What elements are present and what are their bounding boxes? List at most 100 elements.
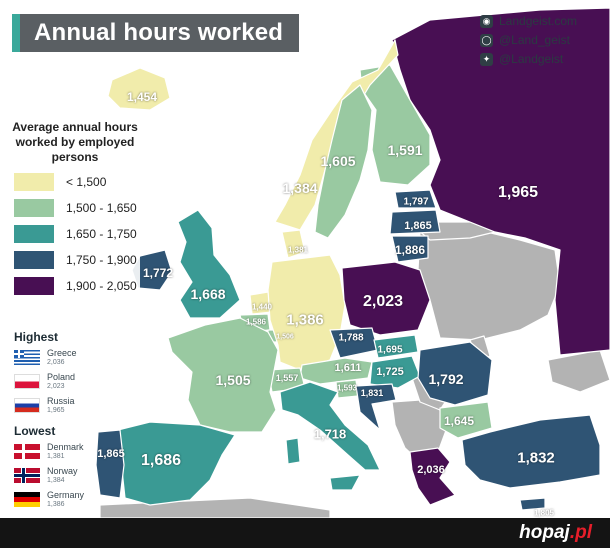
country-value-label: 1,505 [215,372,251,388]
highest-country-value: 2,036 [47,359,65,366]
country-finland [359,64,431,186]
legend-swatch [14,173,54,191]
instagram-icon: ◯ [480,33,493,47]
country-value-label: 1,792 [428,371,464,387]
highest-heading: Highest [14,330,59,344]
lowest-country-name: Denmark [47,442,84,452]
highest-item: Poland 2,023 [14,372,104,392]
country-france [167,317,279,433]
norway-flag-icon [14,468,40,483]
country-value-label: 1,886 [394,243,426,257]
legend-item: 1,900 - 2,050 [10,277,140,295]
country-value-label: 1,865 [97,448,125,460]
footer-brand: hopaj [519,522,570,543]
title-accent [12,14,20,52]
country-value-label: 1,725 [376,366,404,378]
lowest-country-value: 1,384 [47,477,65,484]
highest-lowest-panel: Highest Greece 2,036 Poland 2,023 Russia [14,328,104,514]
legend-swatch [14,199,54,217]
country-hungary [369,355,421,389]
country-value-label: 1,865 [404,220,432,232]
country-value-label: 1,965 [497,184,539,201]
social-links: ◉ Landgeist.com ◯ @Land_geist ✦ @Landgei… [480,12,577,69]
social-instagram-label: @Land_geist [499,33,570,47]
country-value-label: 1,381 [287,245,309,255]
country-lithuania [391,235,429,263]
country-ukraine [417,227,561,341]
country-value-label: 1,695 [377,344,403,356]
russia-flag-icon [14,398,40,413]
twitter-icon: ✦ [480,52,493,66]
country-italy [279,381,381,471]
europe-map [95,7,610,518]
legend-label: 1,900 - 2,050 [66,279,137,293]
lowest-item: Norway 1,384 [14,466,104,486]
social-twitter[interactable]: ✦ @Landgeist [480,50,577,68]
country-value-label: 1,645 [443,414,475,428]
country-caucasus [547,349,610,393]
country-value-label: 1,805 [533,508,555,518]
legend-swatch [14,251,54,269]
legend-item: < 1,500 [10,173,140,191]
country-sweden [314,84,373,239]
map-legend: Average annual hours worked by employed … [10,120,140,295]
country-value-label: 1,557 [275,373,299,383]
country-value-label: 1,440 [251,302,273,312]
country-value-label: 1,454 [126,90,158,104]
country-sicily [329,474,361,491]
lowest-country-value: 1,386 [47,501,65,508]
legend-item: 1,650 - 1,750 [10,225,140,243]
country-estonia [394,189,437,209]
country-bulgaria [439,401,493,439]
legend-label: 1,650 - 1,750 [66,227,137,241]
country-russia [391,7,610,356]
country-croatia [355,383,397,431]
lowest-country-value: 1,381 [47,453,65,460]
country-value-label: 1,831 [360,388,384,398]
country-denmark [281,229,306,259]
lowest-item: Germany 1,386 [14,490,104,510]
lowest-country-name: Norway [47,466,78,476]
highest-country-name: Poland [47,372,76,382]
denmark-flag-icon [14,444,40,459]
legend-item: 1,500 - 1,650 [10,199,140,217]
country-value-label: 1,668 [190,286,226,302]
germany-flag-icon [14,492,40,507]
country-value-label: 1,586 [245,317,267,327]
country-value-label: 1,611 [334,362,362,374]
globe-icon: ◉ [480,14,493,28]
highest-item: Greece 2,036 [14,348,104,368]
country-iceland [107,67,171,111]
social-website[interactable]: ◉ Landgeist.com [480,12,577,30]
country-uk [177,209,241,319]
country-slovakia [373,334,419,359]
country-value-label: 1,788 [338,332,364,344]
country-value-label: 1,772 [142,266,174,280]
poland-flag-icon [14,374,40,389]
highest-item: Russia 1,965 [14,396,104,416]
legend-title: Average annual hours worked by employed … [12,120,138,164]
country-value-label: 1,593 [336,383,358,393]
legend-label: 1,750 - 1,900 [66,253,137,267]
legend-label: 1,500 - 1,650 [66,201,137,215]
hopaj-logo[interactable]: hopaj.pl [519,522,592,544]
legend-label: < 1,500 [66,175,107,189]
social-twitter-label: @Landgeist [499,52,564,66]
country-poland [341,261,431,336]
highest-country-name: Russia [47,396,75,406]
title-banner: Annual hours worked [12,14,299,52]
country-greece [409,447,456,506]
country-latvia [389,209,441,235]
country-value-label: 2,023 [362,293,404,310]
social-instagram[interactable]: ◯ @Land_geist [480,31,577,49]
country-value-label: 1,384 [282,180,318,196]
country-value-label: 1,718 [313,426,347,442]
country-value-label: 1,832 [517,449,555,467]
country-value-label: 1,506 [276,333,294,341]
footer-suffix: .pl [569,522,592,543]
footer-bar: hopaj.pl [0,518,610,548]
lowest-item: Denmark 1,381 [14,442,104,462]
highest-country-value: 1,965 [47,407,65,414]
country-value-label: 1,686 [140,452,182,469]
social-website-label: Landgeist.com [499,14,578,28]
